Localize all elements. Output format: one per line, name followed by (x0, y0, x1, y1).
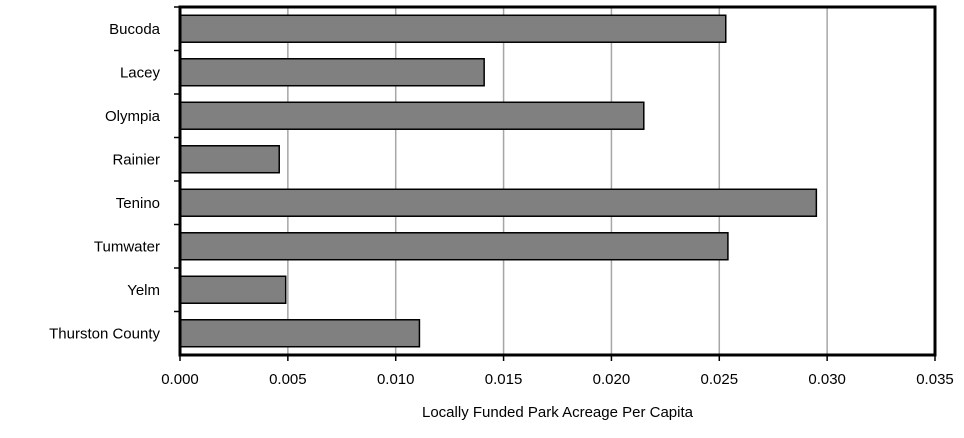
category-label: Olympia (105, 108, 161, 125)
x-tick-label: 0.030 (808, 371, 846, 388)
category-label: Yelm (127, 282, 160, 299)
bar-rainier (179, 145, 280, 174)
bar-olympia (179, 101, 645, 130)
category-label: Lacey (120, 64, 161, 81)
category-label: Tenino (116, 195, 160, 212)
bar-lacey (179, 58, 485, 87)
bar-tenino (179, 188, 818, 217)
bar-thurston-county (179, 319, 421, 348)
category-label: Bucoda (109, 21, 161, 38)
x-tick-label: 0.035 (916, 371, 954, 388)
plot-frame (178, 5, 937, 357)
bars (179, 14, 818, 348)
tick-labels: 0.000 0.005 0.010 0.015 0.020 0.025 0.030 0.035 (161, 355, 954, 388)
bar-tumwater (179, 232, 729, 261)
x-tick-label: 0.005 (269, 371, 307, 388)
category-label: Thurston County (49, 325, 160, 342)
bar-bucoda (179, 14, 727, 43)
x-tick-label: 0.020 (593, 371, 631, 388)
x-tick-label: 0.010 (377, 371, 415, 388)
x-tick-label: 0.025 (701, 371, 739, 388)
x-tick-label: 0.000 (161, 371, 199, 388)
x-axis-title: Locally Funded Park Acreage Per Capita (422, 404, 694, 421)
category-label: Rainier (112, 151, 160, 168)
category-labels: Bucoda Lacey Olympia Rainier Tenino Tumwater Y… (49, 6, 180, 342)
bar-yelm (179, 275, 287, 304)
category-label: Tumwater (94, 238, 160, 255)
x-tick-label: 0.015 (485, 371, 523, 388)
